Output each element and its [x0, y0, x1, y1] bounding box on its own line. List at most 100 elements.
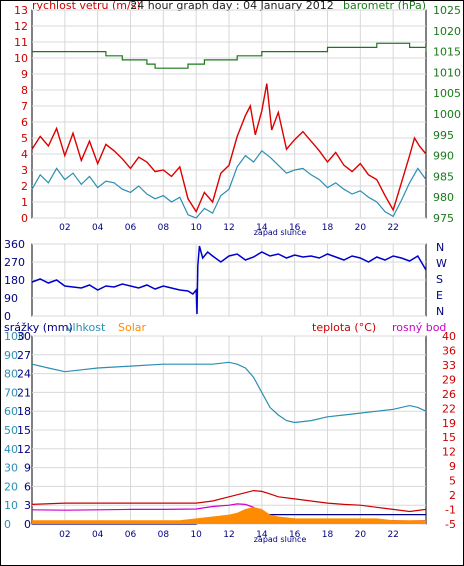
hour-tick-label: 18: [322, 223, 334, 233]
temperature-tick-label: 12: [442, 446, 456, 459]
temperature-tick-label: 26: [442, 388, 456, 401]
compass-label: N: [436, 241, 444, 254]
wind-speed-tick-label: 6: [21, 116, 28, 129]
hour-tick-label: 04: [92, 530, 104, 540]
rain-tick-label: 9: [24, 462, 31, 475]
wind-speed-tick-label: 10: [14, 52, 28, 65]
temperature-tick-label: 9: [449, 460, 456, 473]
pressure-tick-label: 1020: [433, 25, 461, 38]
rain-tick-label: 3: [24, 499, 31, 512]
rain-tick-label: 27: [17, 349, 31, 362]
direction-tick-label: 0: [4, 310, 11, 323]
wind-direction-series: [31, 245, 427, 315]
hour-tick-label: 14: [256, 530, 268, 540]
pressure-series-line: [32, 42, 427, 69]
dewpoint-label: rosný bod: [392, 321, 446, 334]
pressure-tick-label: 995: [433, 129, 454, 142]
rain-tick-label: 24: [17, 368, 31, 381]
temperature-tick-label: 5: [449, 475, 456, 488]
rain-tick-label: 12: [17, 443, 31, 456]
hour-tick-label: 02: [59, 223, 70, 233]
hour-tick-label: 14: [256, 223, 268, 233]
temperature-tick-label: 33: [442, 359, 456, 372]
hour-tick-label: 10: [190, 530, 202, 540]
wind-speed-tick-label: 7: [21, 100, 28, 113]
hour-tick-label: 06: [125, 530, 137, 540]
temperature-tick-label: 36: [442, 344, 456, 357]
humidity-temperature-chart: srážky (mm) vlhkost Solar teplota (°C) r…: [4, 321, 456, 544]
humidity-tick-label: 20: [4, 480, 18, 493]
compass-label: W: [436, 257, 447, 270]
wind-pressure-ticks: 0123456789101112139759809859909951000100…: [14, 4, 461, 233]
humidity-temperature-grid: [32, 335, 426, 525]
wind-speed-tick-label: 5: [21, 132, 28, 145]
chart-title: 24 hour graph day : 04 January 2012: [130, 0, 334, 12]
hour-tick-label: 12: [223, 223, 234, 233]
compass-label: E: [436, 289, 443, 302]
wind-speed-tick-label: 8: [21, 84, 28, 97]
hour-tick-label: 08: [158, 530, 170, 540]
wind-pressure-chart: rychlost vetru (m/s) 24 hour graph day :…: [14, 0, 461, 237]
wind-speed-tick-label: 1: [21, 196, 28, 209]
humidity-label: vlhkost: [66, 321, 106, 334]
temperature-tick-label: -1: [445, 504, 456, 517]
wind-speed-tick-label: 12: [14, 20, 28, 33]
rain-tick-label: 6: [24, 480, 31, 493]
sunset-label-bottom: západ slunce: [254, 535, 307, 544]
wind-speed-tick-label: 11: [14, 36, 28, 49]
wind-speed-tick-label: 13: [14, 4, 28, 17]
rain-tick-label: 21: [17, 386, 31, 399]
solar-label: Solar: [118, 321, 147, 334]
direction-tick-label: 360: [4, 238, 25, 251]
humidity-tick-label: 100: [4, 330, 25, 343]
humidity-tick-label: 60: [4, 405, 18, 418]
pressure-tick-label: 990: [433, 150, 454, 163]
pressure-tick-label: 975: [433, 212, 454, 225]
temperature-tick-label: 19: [442, 417, 456, 430]
temperature-tick-label: 40: [442, 330, 456, 343]
hour-tick-label: 10: [190, 223, 202, 233]
hour-tick-label: 02: [59, 530, 70, 540]
average-series-line: [31, 149, 427, 219]
sunset-label: západ slunce: [254, 228, 307, 237]
humidity-tick-label: 40: [4, 443, 18, 456]
left-axis-title: rychlost vetru (m/s): [32, 0, 141, 12]
pressure-tick-label: 1000: [433, 108, 461, 121]
direction-tick-label: 270: [4, 256, 25, 269]
wind-speed-tick-label: 4: [21, 148, 28, 161]
rain-label: srážky (mm): [4, 321, 73, 334]
hour-tick-label: 20: [355, 223, 367, 233]
gust-series-line: [31, 83, 427, 214]
wind-pressure-series: [31, 42, 427, 219]
hour-tick-label: 08: [158, 223, 170, 233]
pressure-tick-label: 1015: [433, 46, 461, 59]
hour-tick-label: 16: [289, 223, 301, 233]
rain-tick-label: 0: [24, 518, 31, 531]
hour-tick-label: 22: [387, 223, 398, 233]
hour-tick-label: 18: [322, 530, 334, 540]
hour-tick-label: 16: [289, 530, 301, 540]
humidity-tick-label: 80: [4, 368, 18, 381]
pressure-tick-label: 980: [433, 191, 454, 204]
humidity-tick-label: 70: [4, 386, 18, 399]
direction-tick-label: 180: [4, 274, 25, 287]
hour-tick-label: 20: [355, 530, 367, 540]
wind-speed-tick-label: 2: [21, 180, 28, 193]
hour-tick-label: 06: [125, 223, 137, 233]
temperature-series-line: [31, 489, 427, 513]
direction-tick-label: 90: [4, 292, 18, 305]
pressure-tick-label: 1025: [433, 4, 461, 17]
wind-direction-grid: [32, 243, 426, 317]
rain-tick-label: 18: [17, 405, 31, 418]
humidity-tick-label: 10: [4, 499, 18, 512]
temperature-tick-label: 22: [442, 402, 456, 415]
pressure-tick-label: 1005: [433, 87, 461, 100]
hour-tick-label: 12: [223, 530, 234, 540]
wind-speed-tick-label: 9: [21, 68, 28, 81]
rain-tick-label: 15: [17, 424, 31, 437]
